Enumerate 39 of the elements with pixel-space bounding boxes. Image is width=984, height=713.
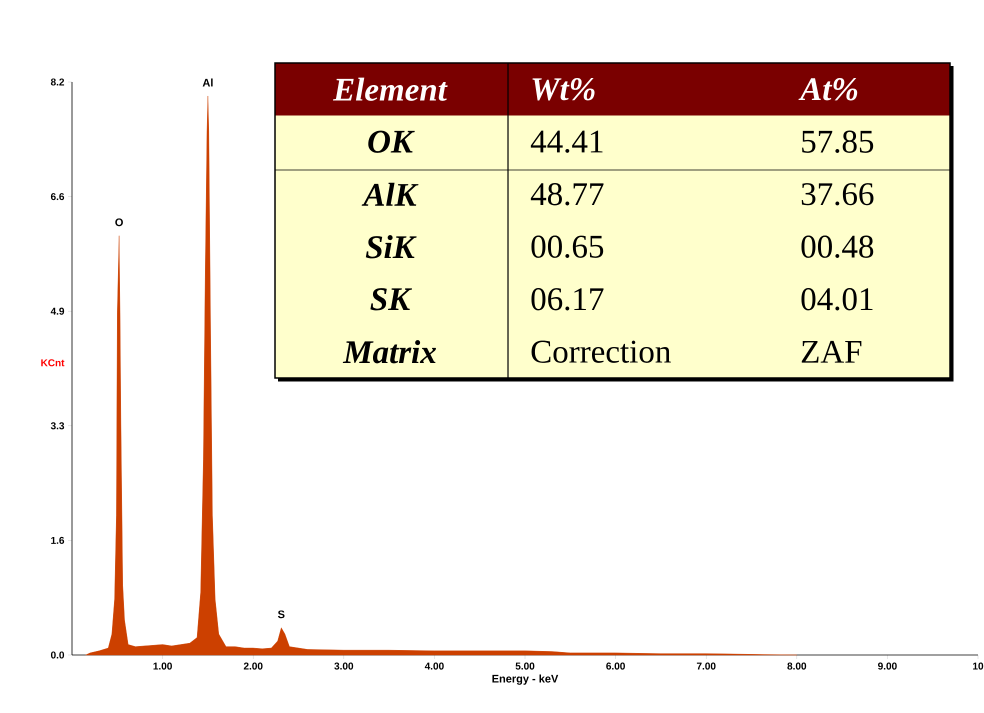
x-tick-label: 10 bbox=[973, 662, 984, 670]
x-tick-label: 1.00 bbox=[154, 662, 172, 670]
annotation: Al bbox=[202, 78, 213, 86]
annotation: 37.66 bbox=[802, 183, 874, 206]
annotation: Correction bbox=[532, 340, 671, 363]
annotation: 04.01 bbox=[801, 288, 872, 310]
y-tick-label: 8.2 bbox=[50, 78, 64, 86]
annotation: Matrix bbox=[342, 340, 436, 364]
annotation: OK bbox=[368, 130, 415, 153]
x-tick-label: 6.00 bbox=[606, 662, 625, 670]
annotation: O bbox=[115, 218, 123, 226]
y-axis-title: KCnt bbox=[41, 359, 64, 366]
x-tick-label: 8.00 bbox=[787, 662, 806, 670]
y-tick-label: 3.3 bbox=[50, 422, 64, 430]
x-tick-label: 5.00 bbox=[516, 662, 534, 670]
annotation: Element bbox=[332, 78, 448, 101]
y-tick-label: 0.0 bbox=[50, 651, 64, 659]
x-axis-title: Energy - keV bbox=[492, 674, 558, 685]
annotation: Wt% bbox=[532, 78, 595, 100]
annotation: 00.48 bbox=[801, 236, 874, 258]
annotation: 44.41 bbox=[530, 130, 602, 153]
x-tick-label: 2.00 bbox=[244, 662, 263, 670]
annotation: SiK bbox=[366, 235, 417, 258]
y-tick-label: 6.6 bbox=[50, 193, 64, 200]
annotation: SK bbox=[370, 288, 412, 310]
y-tick-label: 1.6 bbox=[51, 536, 64, 544]
x-tick-label: 9.00 bbox=[878, 662, 897, 670]
annotation: AlK bbox=[362, 182, 418, 206]
annotation: ZAF bbox=[802, 340, 862, 363]
annotation: S bbox=[278, 610, 285, 618]
x-tick-label: 4.00 bbox=[424, 662, 444, 670]
annotation: 06.17 bbox=[531, 288, 604, 310]
annotation: 48.77 bbox=[530, 183, 604, 206]
annotation: 00.65 bbox=[531, 236, 604, 258]
x-tick-label: 3.00 bbox=[334, 662, 354, 670]
annotation: At% bbox=[798, 78, 858, 100]
y-tick-label: 4.9 bbox=[50, 308, 64, 315]
annotation: 57.85 bbox=[802, 130, 874, 153]
x-tick-label: 7.00 bbox=[696, 662, 716, 670]
